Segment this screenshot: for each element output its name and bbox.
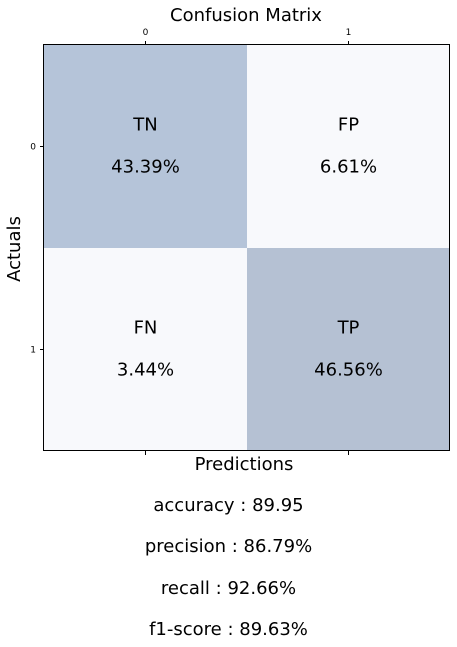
y-tick-label: 1: [30, 346, 36, 356]
cell-label-tp: TP: [337, 318, 360, 339]
plot-frame: [43, 44, 450, 451]
precision-text: precision : 86.79%: [144, 536, 313, 557]
x-axis-label: Predictions: [195, 454, 294, 475]
cell-tn: [44, 45, 247, 248]
cell-label-fn: FN: [134, 318, 158, 339]
y-axis-label: Actuals: [4, 216, 25, 282]
cell-value-tn: 43.39%: [111, 157, 180, 178]
cell-fp: [247, 45, 450, 248]
y-tick-label: 0: [30, 143, 36, 153]
recall-text: recall : 92.66%: [160, 578, 297, 599]
cell-tp: [247, 248, 450, 451]
cell-label-tn: TN: [132, 115, 157, 136]
heatmap-cells: TN 43.39% FP 6.61% FN 3.44% TP 46.56%: [44, 45, 450, 451]
cell-value-fp: 6.61%: [320, 157, 377, 178]
chart-title: Confusion Matrix: [170, 5, 322, 26]
accuracy-text: accuracy : 89.95: [153, 495, 304, 516]
cell-value-tp: 46.56%: [314, 360, 383, 381]
x-tick-label: 0: [143, 28, 149, 38]
cell-fn: [44, 248, 247, 451]
cell-value-fn: 3.44%: [117, 360, 174, 381]
cell-label-fp: FP: [338, 115, 359, 136]
f1-score-text: f1-score : 89.63%: [149, 619, 308, 640]
x-tick-label: 1: [346, 28, 352, 38]
